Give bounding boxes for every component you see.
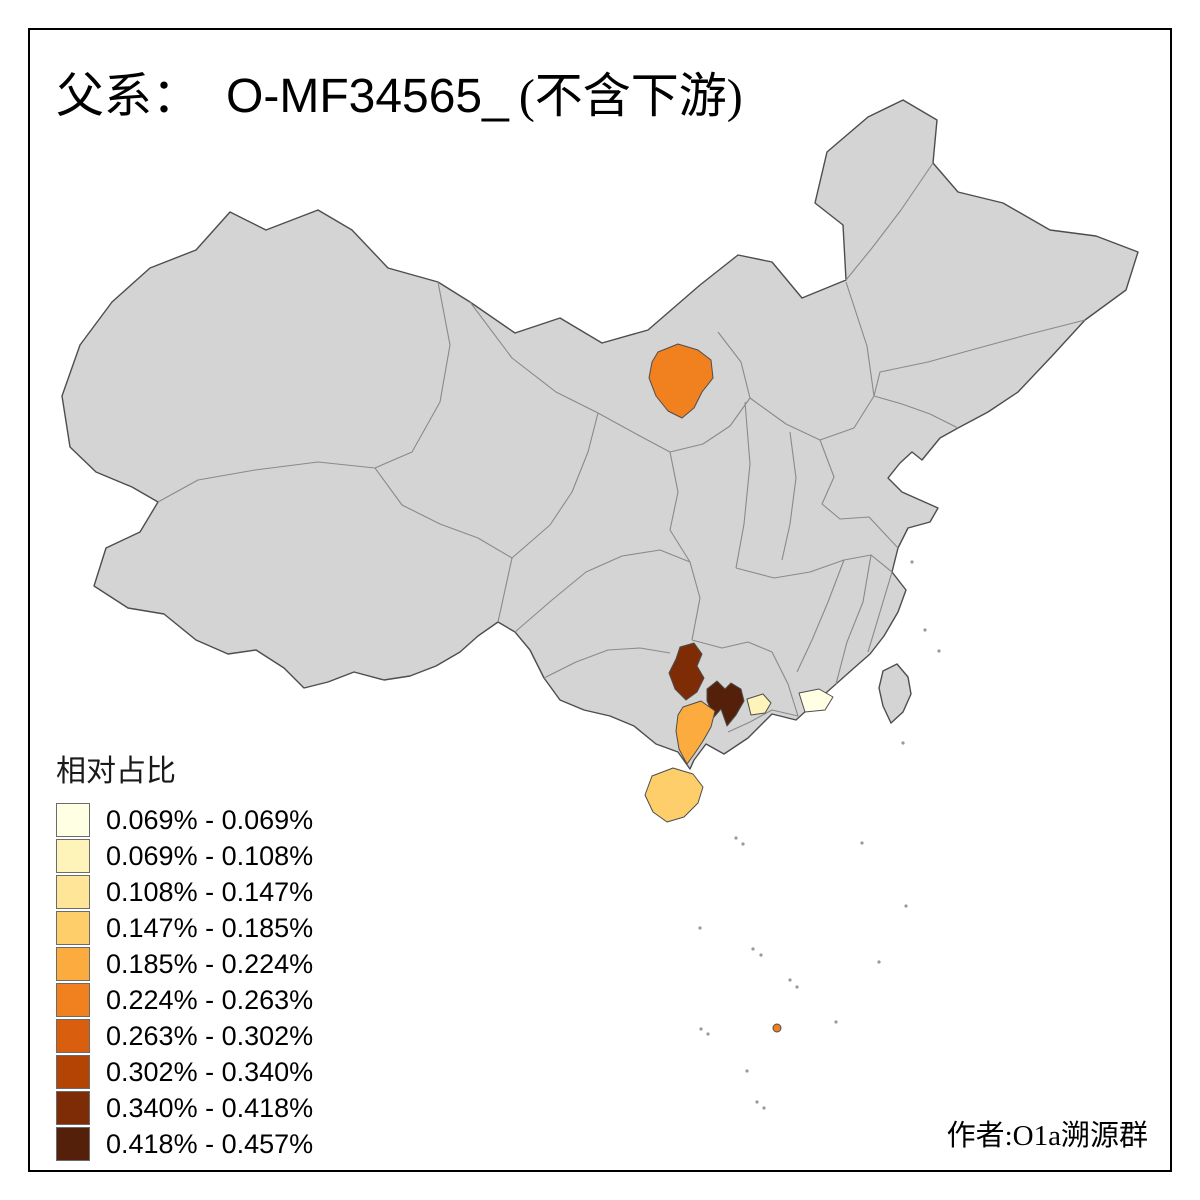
legend-row: 0.147% - 0.185% <box>56 910 313 946</box>
legend-swatch <box>56 1091 90 1125</box>
legend-label: 0.069% - 0.108% <box>106 840 314 871</box>
legend-label: 0.069% - 0.069% <box>106 804 314 835</box>
figure-border <box>28 28 1172 1172</box>
title-haplogroup-code: O-MF34565_ <box>226 70 509 123</box>
legend-swatch <box>56 911 90 945</box>
legend-row: 0.418% - 0.457% <box>56 1126 313 1162</box>
legend-label: 0.418% - 0.457% <box>106 1128 314 1159</box>
legend-row: 0.302% - 0.340% <box>56 1054 313 1090</box>
legend-label: 0.224% - 0.263% <box>106 984 314 1015</box>
figure-title: 父系： O-MF34565_ (不含下游) <box>56 56 743 126</box>
map-region-east-guangdong-patch <box>798 688 834 713</box>
map-region-hainan <box>644 767 704 823</box>
legend-label: 0.108% - 0.147% <box>106 876 314 907</box>
province-borders <box>157 162 1086 733</box>
legend-row: 0.263% - 0.302% <box>56 1018 313 1054</box>
legend-row: 0.340% - 0.418% <box>56 1090 313 1126</box>
title-prefix: 父系： <box>56 70 201 123</box>
legend-label: 0.185% - 0.224% <box>106 948 314 979</box>
legend-swatch <box>56 875 90 909</box>
map-region-taiwan <box>878 663 912 724</box>
legend-swatch <box>56 1127 90 1161</box>
legend-label: 0.263% - 0.302% <box>106 1020 314 1051</box>
legend-row: 0.108% - 0.147% <box>56 874 313 910</box>
legend: 相对占比 0.069% - 0.069% 0.069% - 0.108% 0.1… <box>56 746 313 1162</box>
legend-label: 0.340% - 0.418% <box>106 1092 314 1123</box>
legend-swatch <box>56 1019 90 1053</box>
legend-label: 0.147% - 0.185% <box>106 912 314 943</box>
map-region-ningxia <box>648 343 714 419</box>
map-region-guangxi-south-coast <box>675 700 716 765</box>
legend-row: 0.069% - 0.108% <box>56 838 313 874</box>
map-region-south-sea-islet <box>772 1023 782 1033</box>
legend-swatch <box>56 839 90 873</box>
legend-swatch <box>56 983 90 1017</box>
legend-row: 0.185% - 0.224% <box>56 946 313 982</box>
legend-title: 相对占比 <box>56 755 176 788</box>
south-china-sea-islands <box>698 560 941 1110</box>
legend-label: 0.302% - 0.340% <box>106 1056 314 1087</box>
map-region-west-guangdong-patch <box>746 693 772 716</box>
author-credit: 作者:O1a溯源群 <box>946 1120 1148 1152</box>
china-mainland <box>61 99 1139 770</box>
legend-swatch <box>56 1055 90 1089</box>
legend-row: 0.069% - 0.069% <box>56 802 313 838</box>
map-region-guizhou <box>668 642 705 701</box>
title-suffix: (不含下游) <box>518 70 743 123</box>
legend-swatch <box>56 803 90 837</box>
legend-swatch <box>56 947 90 981</box>
legend-row: 0.224% - 0.263% <box>56 982 313 1018</box>
